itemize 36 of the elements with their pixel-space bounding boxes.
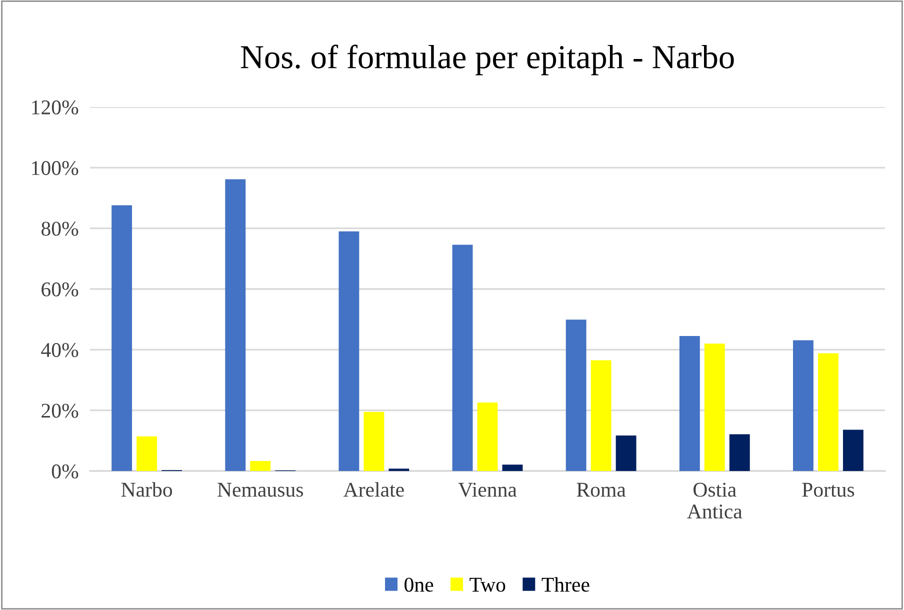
x-tick-label: Arelate [343,482,404,497]
y-tick-label: 60% [42,282,78,296]
bar [338,231,360,471]
bar [818,353,838,471]
x-tick-label: Ostia Antica [687,482,742,519]
x-tick-label: Narbo [121,482,172,497]
bar [566,320,586,471]
bar [112,205,132,471]
bar [793,340,814,471]
bar [250,460,271,471]
bar [452,244,473,471]
y-tick-label: 40% [41,343,78,358]
chart-title: Nos. of formulae per epitaph - Narbo [240,44,734,76]
y-tick-label: 80% [41,222,78,236]
bar [616,436,636,471]
bar [704,344,725,471]
bar [136,436,158,471]
legend-label: Three [542,577,590,592]
bar [679,336,700,471]
y-tick-label: 120% [32,100,78,114]
bar [729,434,750,471]
x-tick-label: Nemausus [218,482,303,497]
legend-label: Two [470,578,506,592]
x-tick-label: Roma [576,482,626,497]
bar [225,179,246,471]
y-tick-label: 0% [52,464,78,478]
x-tick-label: Vienna [458,482,517,497]
bar [842,430,864,471]
legend-label: 0ne [404,578,434,592]
y-tick-label: 20% [42,404,78,418]
bar [590,360,612,471]
x-tick-label: Portus [802,482,854,497]
y-tick-label: 100% [32,161,78,176]
bar [502,464,523,471]
bar [364,412,384,471]
bar [477,402,498,471]
